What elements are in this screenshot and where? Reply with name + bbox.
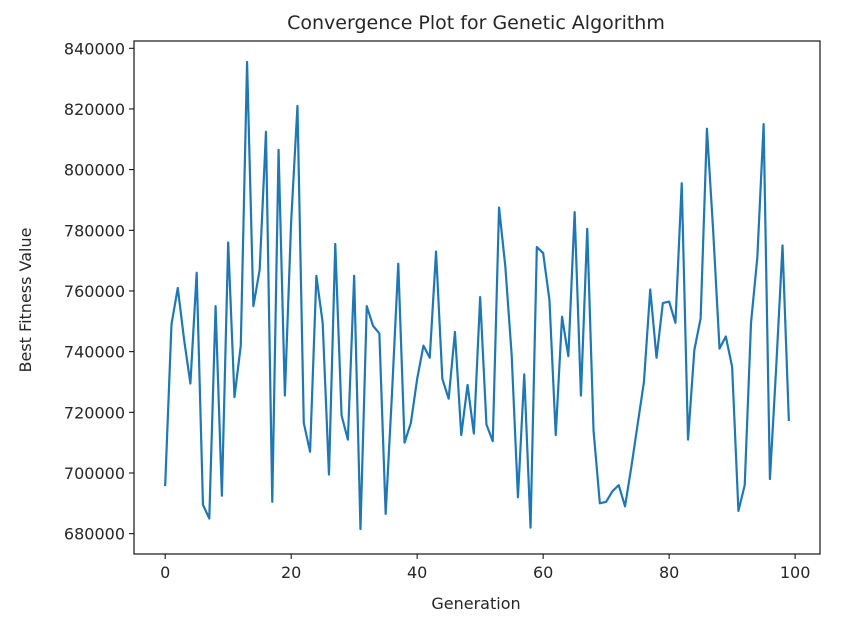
x-tick-label: 0	[160, 563, 170, 582]
y-tick-label: 820000	[64, 100, 125, 119]
x-axis-label: Generation	[431, 594, 520, 613]
y-tick-label: 700000	[64, 464, 125, 483]
y-tick-label: 740000	[64, 343, 125, 362]
y-tick-label: 780000	[64, 221, 125, 240]
y-tick-label: 840000	[64, 39, 125, 58]
y-axis-label: Best Fitness Value	[16, 228, 35, 373]
chart-title: Convergence Plot for Genetic Algorithm	[287, 12, 665, 34]
x-tick-label: 80	[659, 563, 679, 582]
series-layer	[164, 60, 790, 531]
y-tick-label: 760000	[64, 282, 125, 301]
x-tick-label: 60	[533, 563, 553, 582]
y-axis-ticks: 680000 700000 720000 740000 760000 780000 8000…	[64, 39, 134, 544]
y-tick-label: 800000	[64, 161, 125, 180]
y-tick-label: 720000	[64, 403, 125, 422]
x-tick-label: 100	[780, 563, 811, 582]
x-tick-label: 20	[281, 563, 301, 582]
x-axis-ticks: 0 20 40 60 80 100	[160, 554, 810, 582]
plot-frame	[133, 40, 821, 555]
x-tick-label: 40	[407, 563, 427, 582]
y-tick-label: 680000	[64, 525, 125, 544]
series-line	[164, 60, 790, 531]
